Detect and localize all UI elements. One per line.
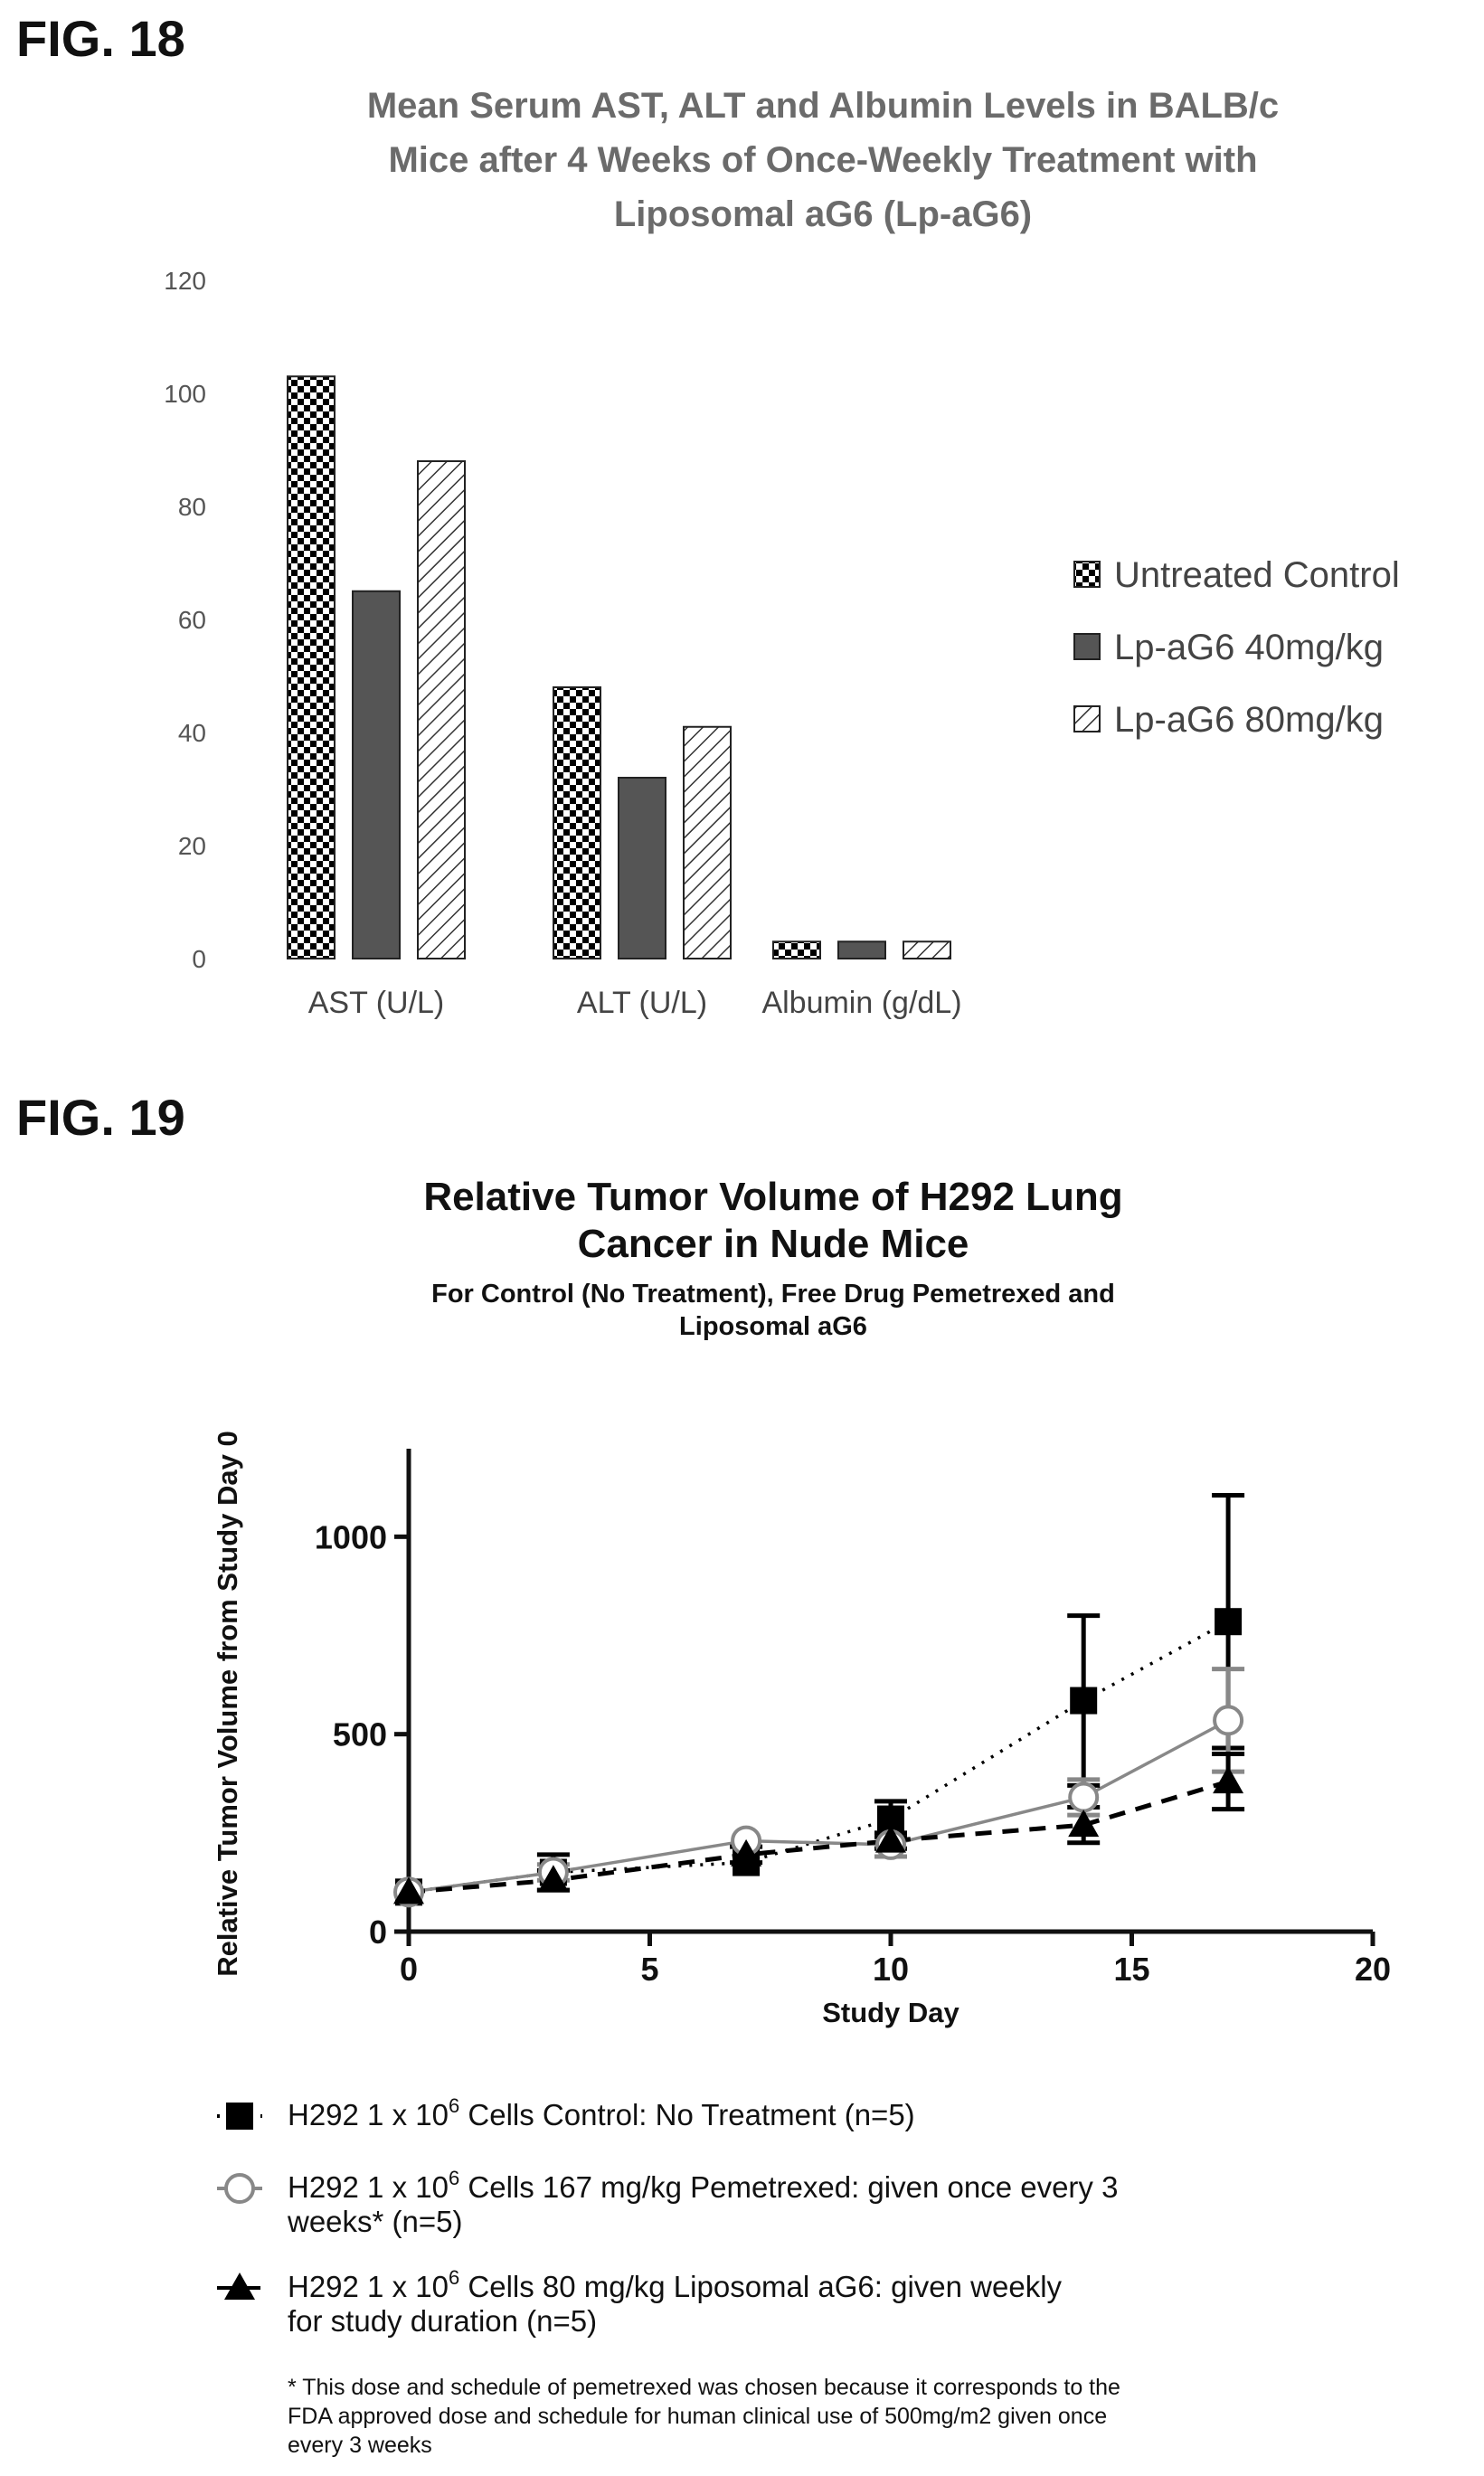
bar	[618, 777, 666, 959]
legend-superscript: 6	[449, 2167, 459, 2189]
footnote-line: every 3 weeks	[288, 2433, 432, 2458]
data-point	[537, 1865, 569, 1893]
data-point	[224, 2273, 255, 2300]
y-tick-label: 60	[178, 606, 206, 634]
legend-label-continued: weeks* (n=5)	[287, 2205, 463, 2238]
chart-subtitle-line: Liposomal aG6	[679, 1312, 867, 1341]
legend-label: H292 1 x 106 Cells Control: No Treatment…	[288, 2094, 915, 2131]
y-tick-label: 80	[178, 493, 206, 521]
bar	[772, 940, 821, 959]
legend-label: Lp-aG6 40mg/kg	[1114, 628, 1384, 667]
bar	[683, 725, 732, 959]
data-point	[875, 1825, 906, 1853]
legend-superscript: 6	[449, 2094, 459, 2117]
x-tick-label: 5	[640, 1951, 658, 1988]
data-point	[226, 2103, 253, 2130]
chart-title-line: Mean Serum AST, ALT and Albumin Levels i…	[367, 86, 1279, 126]
data-point	[1213, 1766, 1244, 1794]
tumor-volume-line-chart: Relative Tumor Volume of H292 Lung Cance…	[212, 1175, 1391, 2458]
legend-text: H292 1 x 10	[288, 2098, 449, 2131]
series-line	[408, 1620, 1229, 1895]
category-label: AST (U/L)	[308, 986, 445, 1020]
legend-label-continued: for study duration (n=5)	[288, 2304, 597, 2338]
data-point	[1070, 1687, 1098, 1715]
legend-text: H292 1 x 10	[288, 2270, 449, 2303]
legend-text: Cells 167 mg/kg Pemetrexed: given once e…	[459, 2170, 1118, 2204]
legend-label: Untreated Control	[1114, 555, 1400, 595]
chart-title-line: Relative Tumor Volume of H292 Lung	[423, 1175, 1122, 1219]
data-point	[1068, 1781, 1100, 1813]
legend-text: Cells Control: No Treatment (n=5)	[459, 2098, 914, 2131]
y-tick-label: 100	[164, 380, 206, 408]
chart-title-line: Liposomal aG6 (Lp-aG6)	[614, 194, 1032, 234]
series-line	[408, 1779, 1229, 1895]
y-tick-label: 0	[369, 1914, 387, 1951]
category-label: Albumin (g/dL)	[761, 986, 961, 1020]
legend-label: Lp-aG6 80mg/kg	[1114, 700, 1384, 740]
chart-title-line: Cancer in Nude Mice	[578, 1222, 969, 1266]
y-tick-label: 20	[178, 832, 206, 860]
serum-levels-bar-chart: Mean Serum AST, ALT and Albumin Levels i…	[164, 86, 1400, 1020]
data-point	[731, 1838, 762, 1866]
bar	[287, 375, 336, 959]
legend-superscript: 6	[449, 2266, 459, 2289]
figure-18-label: FIG. 18	[16, 10, 185, 67]
bar	[837, 940, 886, 959]
legend-label: H292 1 x 106 Cells 167 mg/kg Pemetrexed:…	[288, 2167, 1118, 2204]
y-axis-label: Relative Tumor Volume from Study Day 0	[212, 1431, 243, 1977]
legend-swatch	[1073, 561, 1101, 588]
x-tick-label: 15	[1113, 1951, 1149, 1988]
data-point	[224, 2173, 255, 2204]
series-line	[408, 1718, 1229, 1895]
legend-swatch	[1073, 705, 1101, 732]
data-point	[1068, 1810, 1100, 1838]
bar	[903, 940, 951, 959]
chart-title-line: Mice after 4 Weeks of Once-Weekly Treatm…	[388, 140, 1257, 180]
chart-subtitle-line: For Control (No Treatment), Free Drug Pe…	[431, 1280, 1115, 1309]
y-tick-label: 500	[333, 1716, 387, 1753]
x-tick-label: 0	[400, 1951, 418, 1988]
y-tick-label: 120	[164, 267, 206, 295]
data-point	[1215, 1608, 1243, 1636]
bar	[352, 590, 401, 959]
x-tick-label: 20	[1355, 1951, 1391, 1988]
footnote-line: * This dose and schedule of pemetrexed w…	[288, 2375, 1120, 2400]
y-tick-label: 1000	[315, 1518, 387, 1555]
figure-19-label: FIG. 19	[16, 1089, 185, 1146]
data-point	[393, 1876, 424, 1904]
footnote-line: FDA approved dose and schedule for human…	[288, 2404, 1107, 2429]
x-axis-label: Study Day	[822, 1997, 959, 2028]
y-tick-label: 0	[192, 945, 206, 973]
data-point	[1213, 1705, 1244, 1736]
category-label: ALT (U/L)	[577, 986, 707, 1020]
x-tick-label: 10	[873, 1951, 909, 1988]
bar	[417, 460, 466, 959]
legend-text: Cells 80 mg/kg Liposomal aG6: given week…	[459, 2270, 1062, 2303]
y-tick-label: 40	[178, 719, 206, 747]
legend-label: H292 1 x 106 Cells 80 mg/kg Liposomal aG…	[288, 2266, 1063, 2303]
legend-swatch	[1073, 633, 1101, 660]
legend-text: H292 1 x 10	[288, 2170, 449, 2204]
bar	[553, 686, 601, 959]
